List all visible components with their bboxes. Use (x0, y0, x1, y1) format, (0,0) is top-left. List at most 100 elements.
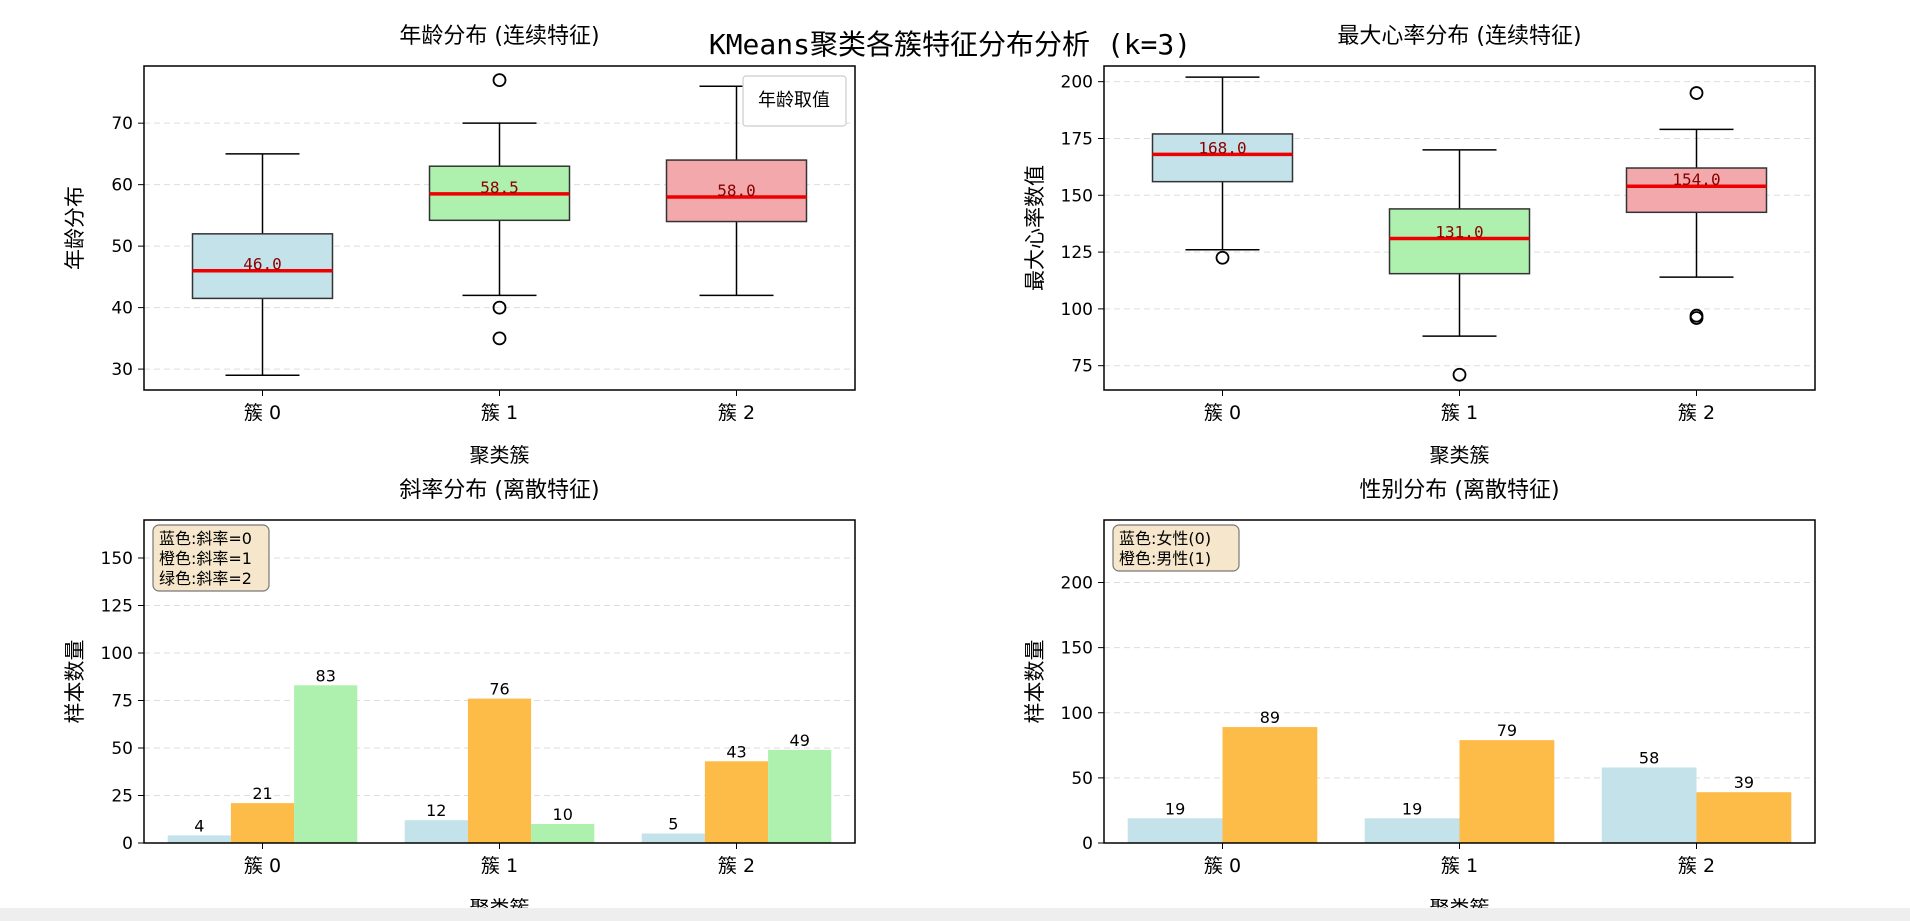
y-tick-label: 75 (1071, 357, 1093, 377)
y-axis-label: 最大心率数值 (1023, 165, 1047, 291)
y-tick-label: 125 (1061, 243, 1093, 263)
note-line: 橙色:男性(1) (1119, 549, 1211, 568)
x-tick-label: 簇 0 (1204, 402, 1241, 424)
bar-value-label: 12 (426, 801, 446, 820)
axes-frame (1103, 519, 1816, 844)
bar-value-label: 10 (553, 805, 573, 824)
bar-1-0 (230, 803, 295, 843)
note-line: 蓝色:斜率=0 (159, 529, 252, 548)
x-tick-label: 簇 2 (718, 402, 755, 424)
bar-2-2 (768, 749, 832, 843)
bar-value-label: 19 (1165, 799, 1185, 818)
x-tick-label: 簇 0 (1204, 855, 1241, 877)
box-0: 168.0 (1151, 76, 1294, 265)
y-tick-label: 150 (1061, 639, 1093, 659)
note-line: 绿色:斜率=2 (159, 569, 252, 588)
x-tick-label: 簇 2 (1678, 855, 1715, 877)
x-tick-label: 簇 1 (1441, 855, 1478, 877)
flier-point (492, 73, 507, 88)
bar-value-label: 5 (668, 815, 678, 834)
y-tick-label: 30 (111, 360, 133, 380)
box-body (1151, 133, 1294, 183)
bar-value-label: 79 (1497, 721, 1517, 740)
y-tick-label: 100 (1061, 300, 1093, 320)
bar-value-label: 89 (1260, 708, 1280, 727)
x-tick-label: 簇 0 (244, 402, 281, 424)
bar-2-0 (294, 685, 358, 843)
bar-value-label: 4 (194, 816, 204, 835)
y-tick-label: 75 (111, 692, 133, 712)
bar-1-1 (467, 698, 532, 843)
y-tick-label: 125 (101, 597, 133, 617)
panel-title: 年龄分布 (连续特征) (399, 24, 599, 49)
bar-1-2 (1696, 792, 1792, 843)
box-body (665, 159, 808, 223)
box-body (191, 233, 334, 300)
bar-0-1 (1364, 818, 1460, 843)
y-tick-label: 40 (111, 299, 133, 319)
median-label: 168.0 (1198, 138, 1246, 157)
box-1: 58.5 (428, 73, 571, 346)
box-body (1388, 208, 1531, 275)
box-0: 46.0 (191, 153, 334, 376)
note-box (152, 524, 270, 592)
panel-title: 最大心率分布 (连续特征) (1337, 24, 1581, 49)
box-1: 131.0 (1388, 149, 1531, 382)
x-tick-label: 簇 2 (718, 855, 755, 877)
y-tick-label: 175 (1061, 129, 1093, 149)
bar-2-1 (531, 824, 595, 843)
y-tick-label: 70 (111, 114, 133, 134)
legend-box (742, 75, 847, 127)
legend-label: 年龄取值 (758, 90, 830, 111)
flier-point (1452, 367, 1467, 382)
bar-value-label: 58 (1639, 748, 1659, 767)
median-label: 46.0 (243, 255, 282, 274)
x-axis-label: 聚类簇 (1430, 443, 1490, 467)
x-tick-label: 簇 1 (481, 855, 518, 877)
y-tick-label: 50 (111, 739, 133, 759)
panel-age: 30 40 50 60 70 簇 0 簇 1 簇 2 年龄分布 (连续特征) 聚类簇 年龄分布 46.… (63, 24, 856, 467)
flier-point (1689, 86, 1704, 100)
bar-value-label: 76 (489, 680, 509, 699)
window-bottom-strip (0, 908, 1910, 921)
axes-frame (143, 65, 856, 391)
y-tick-label: 200 (1061, 73, 1093, 93)
bar-value-label: 83 (316, 666, 336, 685)
bar-0-2 (1601, 767, 1697, 843)
y-tick-label: 0 (122, 834, 133, 854)
figure-title: KMeans聚类各簇特征分布分析 (k=3) (709, 28, 1191, 61)
panel-title: 性别分布 (离散特征) (1359, 478, 1559, 503)
y-tick-label: 50 (1071, 769, 1093, 789)
axes-frame (1103, 65, 1816, 391)
x-tick-label: 簇 1 (481, 402, 518, 424)
bar-value-label: 39 (1734, 773, 1754, 792)
flier-point (1215, 250, 1230, 265)
bar-0-1 (404, 820, 468, 843)
median-label: 58.0 (717, 181, 756, 200)
median-label: 131.0 (1435, 222, 1483, 241)
median-label: 154.0 (1672, 170, 1720, 189)
bar-value-label: 43 (726, 742, 746, 761)
y-axis-label: 样本数量 (1023, 640, 1047, 724)
y-tick-label: 0 (1082, 834, 1093, 854)
flier-point (492, 331, 507, 346)
y-tick-label: 100 (1061, 704, 1093, 724)
bar-1-1 (1459, 740, 1555, 843)
box-2: 154.0 (1625, 86, 1768, 325)
panel-hr: 75 100 125 150 175 200 簇 0 簇 1 簇 2 最大心率分布 (连续特征) 聚… (1023, 24, 1816, 467)
flier-point (492, 300, 507, 315)
box-2: 58.0 (665, 85, 808, 297)
flier-point (1689, 311, 1704, 325)
bar-value-label: 21 (252, 784, 272, 803)
bar-1-0 (1222, 727, 1318, 843)
x-tick-label: 簇 0 (244, 855, 281, 877)
y-axis-label: 样本数量 (63, 640, 87, 724)
x-tick-label: 簇 1 (1441, 402, 1478, 424)
y-tick-label: 100 (101, 644, 133, 664)
bar-0-2 (641, 833, 705, 843)
bar-value-label: 49 (790, 731, 810, 750)
note-line: 橙色:斜率=1 (159, 549, 252, 568)
bar-0-0 (1127, 818, 1223, 843)
